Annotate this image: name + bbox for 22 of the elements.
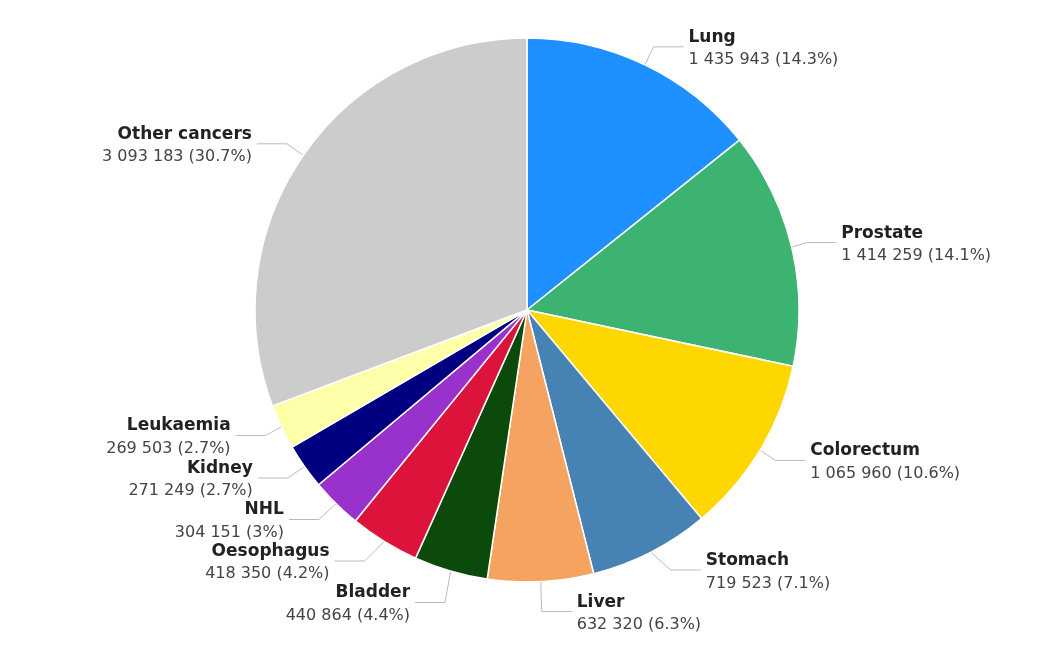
slice-label: NHL bbox=[244, 498, 285, 519]
data-label: 304 151 (3%) bbox=[174, 521, 284, 541]
slice-label: Leukaemia bbox=[126, 414, 231, 435]
slice-label: Stomach bbox=[705, 549, 790, 570]
slice-label: Liver bbox=[576, 590, 625, 611]
slice-label: Other cancers bbox=[117, 122, 252, 143]
data-label: 269 503 (2.7%) bbox=[106, 437, 231, 457]
data-label: 719 523 (7.1%) bbox=[705, 572, 831, 592]
slice-label: Kidney bbox=[186, 456, 253, 477]
slice-label: Prostate bbox=[841, 221, 924, 242]
slice-label: Bladder bbox=[335, 581, 411, 602]
data-label: 440 864 (4.4%) bbox=[285, 604, 411, 624]
data-label: 1 065 960 (10.6%) bbox=[810, 462, 961, 482]
data-label: 1 414 259 (14.1%) bbox=[841, 245, 992, 265]
slice-label: Colorectum bbox=[810, 439, 920, 460]
data-label: 1 435 943 (14.3%) bbox=[688, 49, 839, 69]
data-label: 271 249 (2.7%) bbox=[128, 480, 253, 500]
slice-label: Lung bbox=[688, 25, 736, 46]
data-label: 3 093 183 (30.7%) bbox=[102, 146, 252, 166]
data-label: 632 320 (6.3%) bbox=[576, 614, 702, 634]
slice-label: Oesophagus bbox=[211, 539, 330, 560]
data-label: 418 350 (4.2%) bbox=[205, 563, 330, 583]
